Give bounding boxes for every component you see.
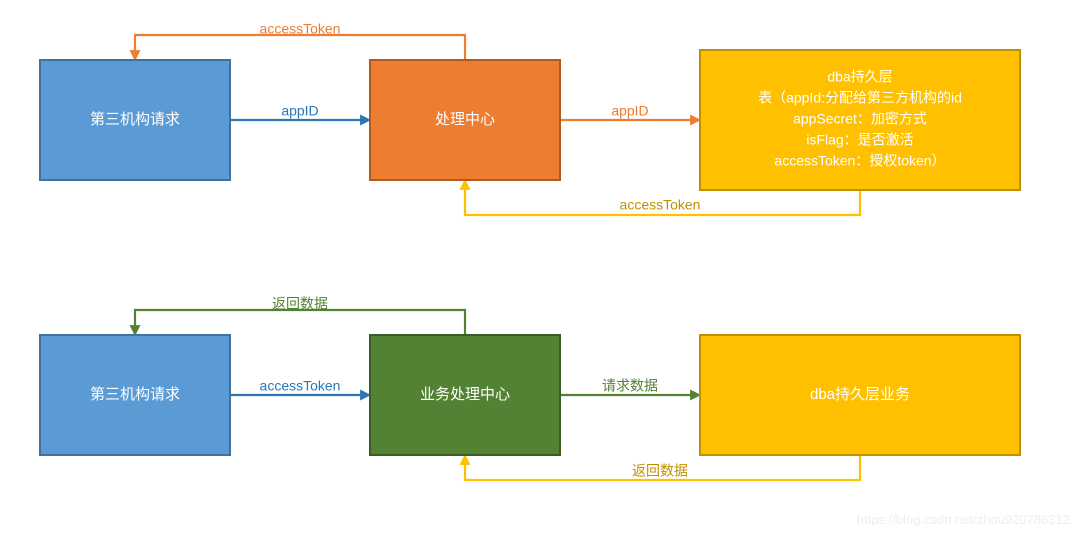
edge-e8 xyxy=(135,310,465,335)
edge-label-e7: 返回数据 xyxy=(632,463,688,479)
edge-label-e5: accessToken xyxy=(260,378,341,394)
node-n3-line-3: isFlag：是否激活 xyxy=(806,132,913,148)
node-n2-line-0: 处理中心 xyxy=(435,111,495,128)
edge-label-e8: 返回数据 xyxy=(272,296,328,312)
node-n3-line-4: accessToken：授权token） xyxy=(774,153,945,169)
node-n3-line-2: appSecret：加密方式 xyxy=(793,111,927,127)
edge-label-e6: 请求数据 xyxy=(602,378,658,394)
watermark: https://blog.csdn.net/zhou920786312 xyxy=(857,512,1070,527)
node-n3-line-0: dba持久层 xyxy=(827,69,892,85)
edge-label-e3: accessToken xyxy=(620,197,701,213)
node-n4-line-0: 第三机构请求 xyxy=(90,385,180,403)
node-n6-line-0: dba持久层业务 xyxy=(810,386,910,403)
node-n3-line-1: 表（appId:分配给第三方机构的id xyxy=(758,90,962,106)
edge-label-e1: appID xyxy=(281,103,318,119)
edge-label-e2: appID xyxy=(611,103,648,119)
edge-e4 xyxy=(135,35,465,60)
edge-label-e4: accessToken xyxy=(260,21,341,37)
node-n5-line-0: 业务处理中心 xyxy=(420,386,510,403)
node-n1-line-0: 第三机构请求 xyxy=(90,110,180,128)
